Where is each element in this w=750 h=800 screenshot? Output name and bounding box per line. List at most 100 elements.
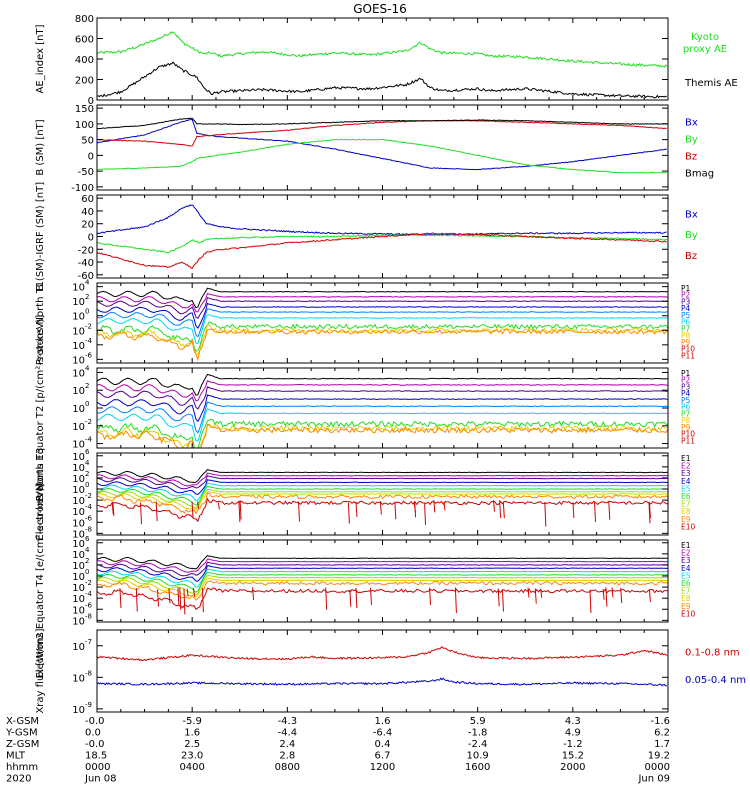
series-line-p2 <box>97 292 668 313</box>
y-tick-exponent: -6 <box>85 514 93 522</box>
footer-value: -1.8 <box>468 728 488 739</box>
y-axis-label: Protons North T1 <box>35 281 46 365</box>
e10-spike <box>534 588 537 604</box>
y-tick-label: 0 <box>88 151 94 162</box>
legend-entry: By <box>685 135 698 146</box>
footer-value: Jun 09 <box>637 774 670 785</box>
y-tick-exponent: -4 <box>85 436 93 444</box>
channel-label: E3 <box>681 556 691 565</box>
e10-spike <box>119 588 122 609</box>
channel-label: P3 <box>681 297 691 306</box>
series-line-p1 <box>97 287 668 309</box>
e10-spike <box>602 589 605 600</box>
series-line-by <box>97 138 667 174</box>
y-tick-label: -50 <box>78 167 94 178</box>
channel-label: P2 <box>681 291 691 300</box>
e10-spike <box>201 587 204 613</box>
y-tick-exponent: -8 <box>85 525 92 533</box>
y-tick-exponent: 6 <box>85 448 90 456</box>
y-tick-exponent: -2 <box>85 579 92 587</box>
y-tick-label: 10 <box>72 550 85 561</box>
channel-label: E9 <box>681 602 691 611</box>
series-line-themis-ae <box>97 61 667 99</box>
channel-label: P5 <box>681 396 691 405</box>
channel-label: P5 <box>681 311 691 320</box>
footer-value: 6.7 <box>375 751 391 762</box>
y-tick-label: 10 <box>72 572 85 583</box>
y-axis-label: Xray flux [W/m2] <box>35 628 46 713</box>
series-line-bz <box>97 119 667 147</box>
e10-spike <box>112 502 115 516</box>
e10-spike <box>193 587 196 597</box>
series-line-p7 <box>97 418 668 448</box>
footer-value: 23.0 <box>181 751 203 762</box>
channel-label: P8 <box>681 416 691 425</box>
y-tick-label: 10 <box>72 529 85 540</box>
channel-label: E10 <box>681 609 696 618</box>
e10-spike <box>297 501 300 522</box>
y-tick-exponent: 0 <box>85 308 89 316</box>
plot-area <box>97 469 668 527</box>
y-tick-label: 10 <box>72 283 85 294</box>
footer-value: 0000 <box>85 762 110 773</box>
e10-spike <box>177 587 180 606</box>
series-line-p5 <box>97 401 668 434</box>
e10-spike <box>239 500 242 520</box>
footer-value: 19.2 <box>648 751 670 762</box>
e10-spike <box>355 501 358 518</box>
footer-row-label: Y-GSM <box>5 728 38 739</box>
y-axis-label: B (SM) [nT] <box>35 119 46 175</box>
y-tick-label: 10 <box>72 463 85 474</box>
series-line-0-1-0-8-nm <box>97 646 668 662</box>
y-tick-exponent: -6 <box>85 601 93 609</box>
channel-label: E7 <box>681 500 691 509</box>
e10-spike <box>379 501 382 515</box>
y-tick-label: 10 <box>72 452 85 463</box>
series-line-p2 <box>97 379 668 402</box>
footer-value: 0000 <box>645 762 670 773</box>
e10-spike <box>454 587 457 614</box>
channel-label: E4 <box>681 477 691 486</box>
e10-spike <box>186 588 189 597</box>
y-tick-label: 0 <box>88 96 94 107</box>
e10-spike <box>156 589 159 607</box>
footer-value: -4.4 <box>278 728 298 739</box>
footer-value: 15.2 <box>562 751 584 762</box>
y-tick-exponent: 4 <box>85 459 90 467</box>
e10-spike <box>501 589 504 612</box>
y-tick-label: 10 <box>72 583 85 594</box>
channel-label: E3 <box>681 469 691 478</box>
e10-spike <box>424 502 427 525</box>
channel-label: E4 <box>681 564 691 573</box>
y-tick-label: 10 <box>72 297 85 308</box>
channel-label: P6 <box>681 403 691 412</box>
y-tick-label: 10 <box>72 594 85 605</box>
y-tick-exponent: -4 <box>85 503 93 511</box>
y-tick-exponent: 0 <box>85 400 89 408</box>
y-tick-label: 10 <box>72 673 85 684</box>
footer-row-label: 2020 <box>6 774 31 785</box>
y-axis-label: B (SM)-IGRF (SM) [nT] <box>35 182 46 291</box>
footer-value: -0.0 <box>85 739 105 750</box>
y-tick-label: 10 <box>72 561 85 572</box>
footer-value: 0800 <box>275 762 300 773</box>
y-tick-label: 60 <box>81 194 94 205</box>
channel-label: E6 <box>681 492 691 501</box>
footer-value: 1.7 <box>654 739 670 750</box>
y-tick-label: 50 <box>81 136 94 147</box>
footer-row-label: hhmm <box>6 762 38 773</box>
y-tick-label: 0 <box>88 233 94 244</box>
y-tick-exponent: 2 <box>85 293 89 301</box>
series-line-e4 <box>97 479 668 495</box>
series-line-e6 <box>97 571 668 593</box>
channel-label: P9 <box>681 338 691 347</box>
channel-label: E6 <box>681 579 691 588</box>
y-tick-label: 10 <box>72 496 85 507</box>
e10-spike <box>238 500 241 523</box>
channel-label: E1 <box>681 454 691 463</box>
footer-row-label: Z-GSM <box>6 739 39 750</box>
y-tick-exponent: -7 <box>85 638 92 646</box>
series-line-p7 <box>97 321 668 352</box>
